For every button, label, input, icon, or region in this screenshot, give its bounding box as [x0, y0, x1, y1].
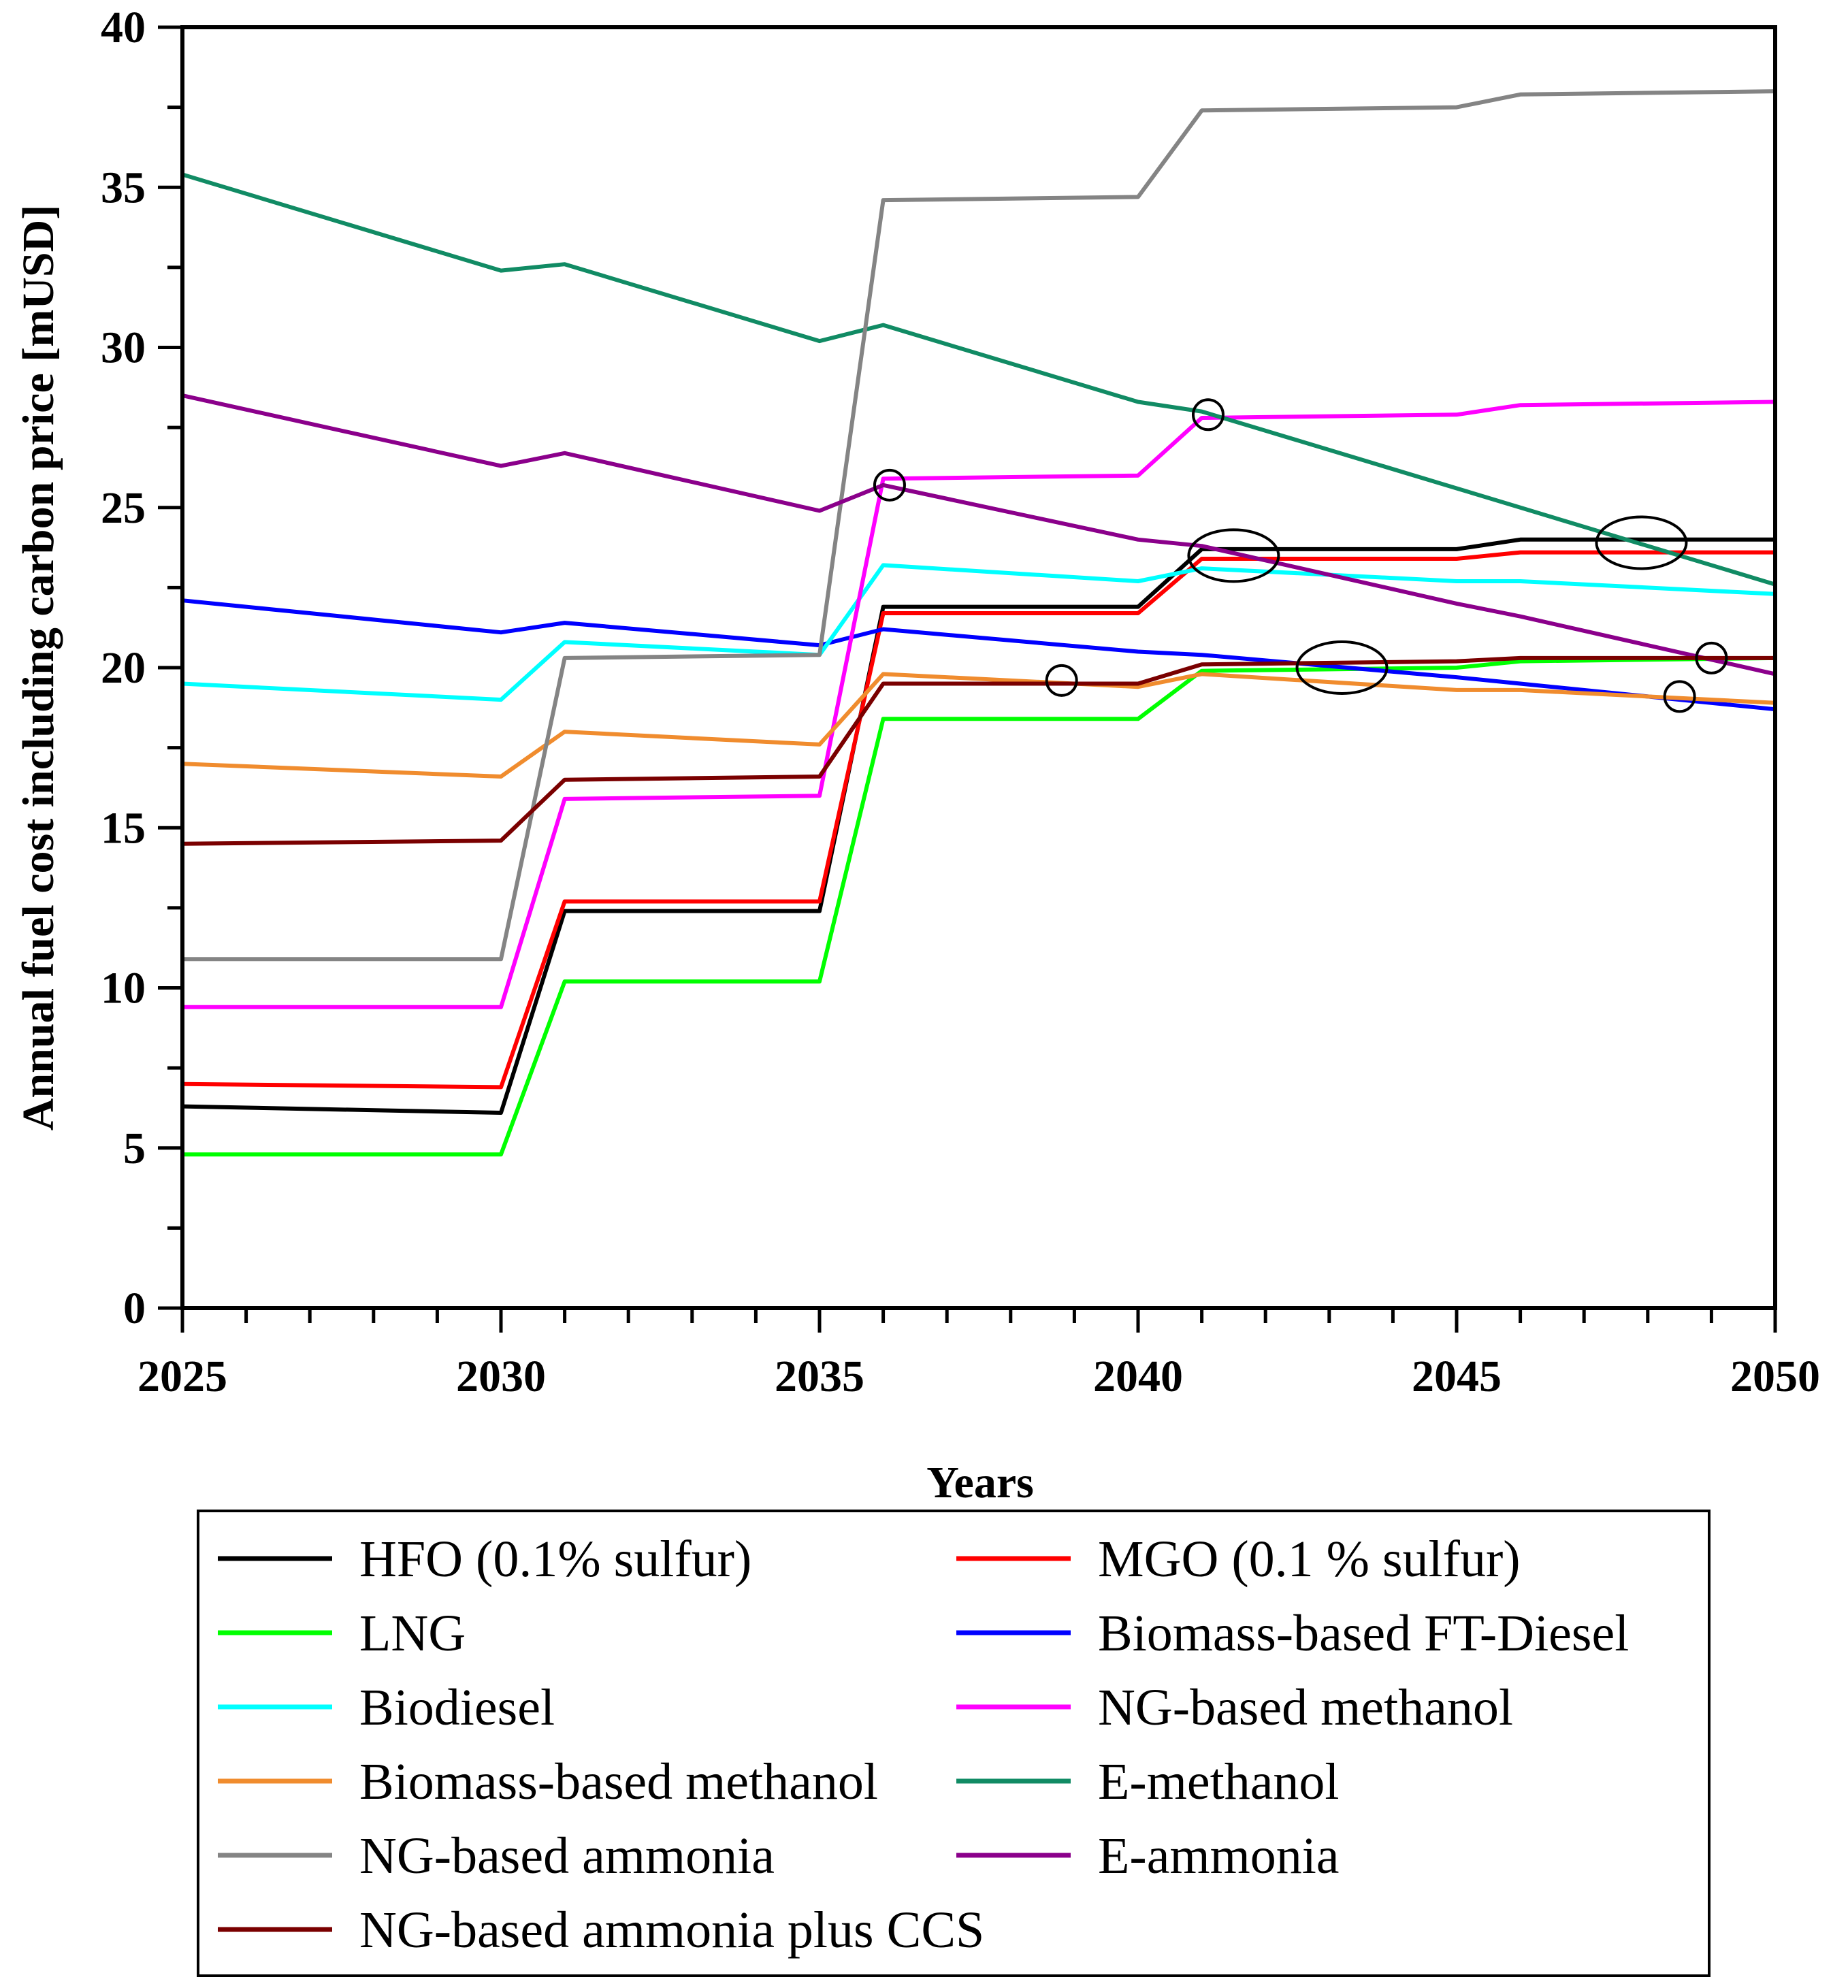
x-tick-label: 2040	[1093, 1352, 1183, 1401]
annotation-circles	[873, 398, 1728, 713]
series-lines	[182, 89, 1776, 1157]
series-line	[182, 655, 1775, 846]
y-tick-label: 5	[123, 1124, 146, 1173]
annotation-circle	[873, 468, 906, 502]
series-line	[182, 89, 1776, 962]
x-tick-label: 2045	[1412, 1352, 1502, 1401]
legend-label: Biodiesel	[359, 1679, 555, 1736]
x-axis-title: Years	[926, 1458, 1034, 1508]
y-tick-label: 35	[101, 163, 146, 212]
x-tick-label: 2025	[137, 1352, 227, 1401]
annotation-circle	[1045, 664, 1078, 697]
series-line	[182, 393, 1776, 677]
annotation-ellipse	[1595, 515, 1688, 570]
annotation-circle	[1695, 641, 1728, 674]
series-line	[182, 537, 1775, 1115]
legend-label: NG-based ammonia plus CCS	[359, 1902, 984, 1959]
y-tick-label: 10	[101, 964, 146, 1013]
legend-label: LNG	[359, 1605, 466, 1662]
y-tick-label: 0	[123, 1284, 146, 1333]
series-line	[182, 550, 1775, 1090]
legend-label: NG-based methanol	[1098, 1679, 1513, 1736]
legend-label: E-methanol	[1098, 1753, 1340, 1810]
series-line	[182, 672, 1776, 779]
annotation-circle	[1663, 680, 1696, 713]
legend-box	[197, 1510, 1711, 1977]
legend-label: Biomass-based methanol	[359, 1753, 878, 1810]
x-tick-label: 2035	[775, 1352, 864, 1401]
series-line	[182, 172, 1776, 587]
series-line	[182, 598, 1776, 712]
series-line	[182, 655, 1776, 1157]
x-tick-label: 2050	[1730, 1352, 1820, 1401]
y-tick-label: 25	[101, 483, 146, 533]
y-axis-title: Annual fuel cost including carbon price …	[14, 205, 63, 1130]
y-tick-label: 30	[101, 323, 146, 373]
annotation-circle	[1191, 398, 1225, 431]
series-line	[182, 400, 1776, 1009]
plot-area-frame	[180, 25, 1777, 1310]
legend-label: Biomass-based FT-Diesel	[1098, 1605, 1629, 1662]
legend: HFO (0.1% sulfur) MGO (0.1 % sulfur) LNG Bi…	[218, 1531, 1629, 1959]
annotation-ellipse	[1295, 640, 1389, 695]
legend-label: MGO (0.1 % sulfur)	[1098, 1531, 1521, 1588]
axis-ticks	[158, 25, 1777, 1333]
annotation-ellipse	[1187, 528, 1280, 583]
y-tick-label: 15	[101, 803, 146, 853]
x-tick-label: 2030	[456, 1352, 546, 1401]
series-line	[182, 563, 1776, 702]
legend-label: E-ammonia	[1098, 1827, 1340, 1885]
y-tick-label: 40	[101, 3, 146, 52]
y-tick-label: 20	[101, 643, 146, 693]
legend-label: NG-based ammonia	[359, 1827, 775, 1885]
legend-label: HFO (0.1% sulfur)	[359, 1531, 751, 1588]
